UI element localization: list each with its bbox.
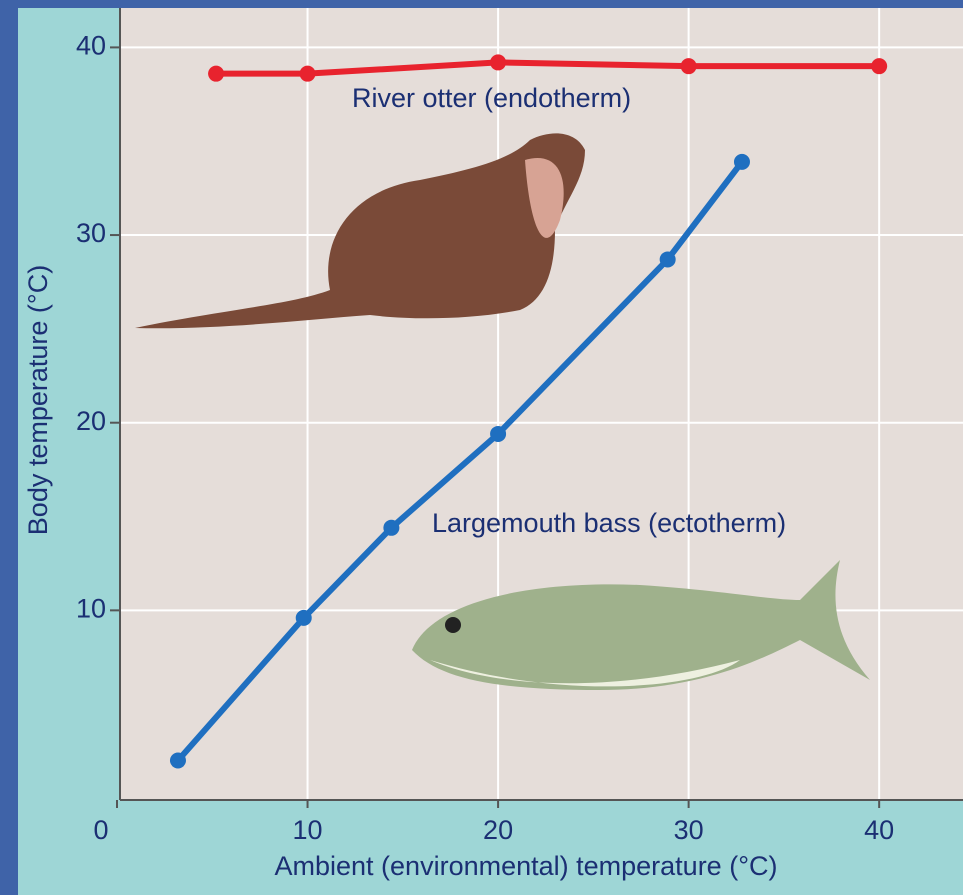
x-tick-label: 30: [674, 815, 704, 845]
x-tick-label: 0: [93, 815, 108, 845]
data-point: [170, 752, 186, 768]
data-point: [660, 251, 676, 267]
x-axis-label: Ambient (environmental) temperature (°C): [275, 851, 778, 881]
x-tick-label: 40: [864, 815, 894, 845]
y-tick-label: 30: [76, 218, 106, 248]
data-point: [300, 66, 316, 82]
data-point: [490, 54, 506, 70]
chart: River otter (endotherm) Largemouth bass …: [0, 0, 963, 895]
y-tick-label: 20: [76, 406, 106, 436]
data-point: [681, 58, 697, 74]
data-point: [490, 426, 506, 442]
x-tick-label: 20: [483, 815, 513, 845]
y-axis-label: Body temperature (°C): [23, 265, 53, 535]
y-tick-label: 40: [76, 31, 106, 61]
data-point: [734, 154, 750, 170]
annotation: River otter (endotherm): [352, 83, 631, 113]
annotation: Largemouth bass (ectotherm): [432, 508, 786, 538]
data-point: [296, 610, 312, 626]
y-tick-label: 10: [76, 593, 106, 623]
data-point: [383, 520, 399, 536]
data-point: [871, 58, 887, 74]
x-tick-label: 10: [293, 815, 323, 845]
data-point: [208, 66, 224, 82]
